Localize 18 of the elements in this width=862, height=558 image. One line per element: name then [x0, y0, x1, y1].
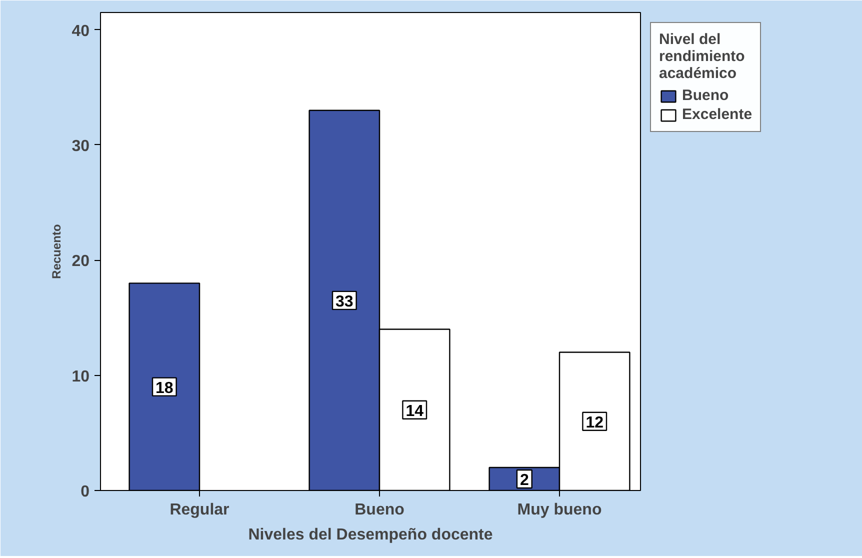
legend-title: Nivel del rendimiento académico — [659, 31, 746, 82]
x-tick-label: Bueno — [354, 502, 405, 518]
legend-label: Excelente — [682, 106, 752, 123]
y-tick-label: 40 — [72, 22, 90, 40]
data-label: 14 — [406, 402, 424, 420]
data-label: 33 — [336, 293, 354, 310]
y-tick-label: 0 — [80, 484, 90, 500]
x-tick-label: Muy bueno — [517, 502, 602, 518]
legend-label: Bueno — [682, 87, 729, 104]
data-label: 2 — [520, 472, 529, 489]
y-tick-label: 10 — [72, 368, 90, 386]
x-axis-title: Niveles del Desempeño docente — [248, 526, 493, 544]
y-tick-label: 30 — [72, 138, 90, 155]
y-tick-label: 20 — [72, 253, 90, 270]
y-axis-title: Recuento — [50, 224, 64, 279]
data-label: 12 — [586, 414, 604, 432]
data-label: 18 — [156, 380, 174, 397]
x-tick-label: Regular — [170, 502, 230, 518]
